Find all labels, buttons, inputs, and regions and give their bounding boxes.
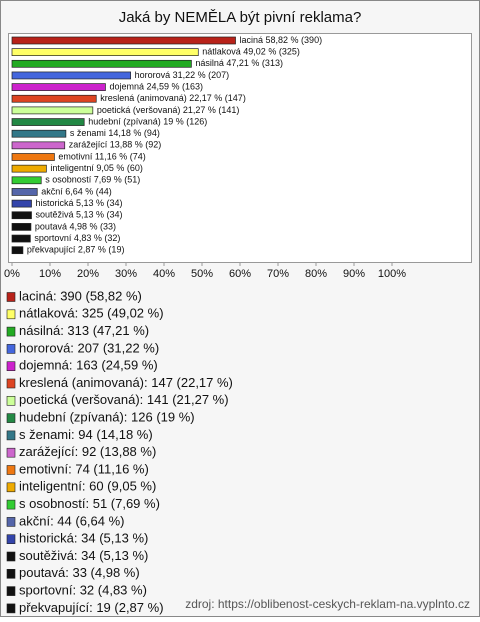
legend-label: laciná: 390 (58,82 %) <box>19 288 142 303</box>
x-tick-label: 10% <box>39 268 61 280</box>
legend-swatch <box>6 292 16 302</box>
legend-label: nátlaková: 325 (49,02 %) <box>19 306 164 321</box>
bar <box>11 176 42 185</box>
legend-label: zarážející: 92 (13,88 %) <box>19 444 156 459</box>
x-tick-label: 70% <box>267 268 289 280</box>
legend-label: kreslená (animovaná): 147 (22,17 %) <box>19 375 233 390</box>
x-tick-label: 100% <box>378 268 406 280</box>
x-tick-label: 50% <box>191 268 213 280</box>
legend-label: sportovní: 32 (4,83 %) <box>19 583 147 598</box>
x-tick-label: 30% <box>115 268 137 280</box>
value-label: s osobností 7,69 % (51) <box>45 175 140 185</box>
legend-swatch <box>6 568 16 579</box>
legend-label: dojemná: 163 (24,59 %) <box>19 358 158 373</box>
legend-swatch <box>6 517 16 527</box>
bar <box>11 246 24 255</box>
bar <box>11 106 94 115</box>
legend-swatch <box>6 413 16 423</box>
legend-label: násilná: 313 (47,21 %) <box>19 323 149 338</box>
value-label: nátlaková 49,02 % (325) <box>202 47 300 57</box>
chart-title: Jaká by NEMĚLA být pivní reklama? <box>119 9 362 26</box>
bar <box>11 36 236 45</box>
legend-swatch <box>6 430 16 441</box>
bar <box>11 211 32 220</box>
bar <box>11 188 38 196</box>
legend-label: poutavá: 33 (4,98 %) <box>19 565 140 580</box>
bar <box>11 129 67 138</box>
legend-label: hudební (zpívaná): 126 (19 %) <box>19 410 195 425</box>
x-tick-label: 60% <box>229 268 251 280</box>
value-label: inteligentní 9,05 % (60) <box>50 163 143 173</box>
value-label: sportovní 4,83 % (32) <box>34 233 120 243</box>
legend-swatch <box>6 534 16 545</box>
value-label: poutavá 4,98 % (33) <box>35 221 116 231</box>
value-label: laciná 58,82 % (390) <box>240 35 323 45</box>
legend-label: akční: 44 (6,64 %) <box>19 513 125 528</box>
value-label: poetická (veršovaná) 21,27 % (141) <box>97 105 240 115</box>
bar <box>11 153 55 161</box>
value-label: soutěživá 5,13 % (34) <box>35 210 122 220</box>
bar <box>11 94 97 103</box>
legend-swatch <box>6 344 16 354</box>
value-label: s ženami 14,18 % (94) <box>70 128 160 138</box>
legend-label: poetická (veršovaná): 141 (21,27 %) <box>19 392 229 407</box>
bar <box>11 118 85 126</box>
bar <box>11 234 31 243</box>
x-tick-label: 80% <box>305 268 327 280</box>
value-label: překvapující 2,87 % (19) <box>27 245 125 255</box>
bar <box>11 48 199 57</box>
x-tick-label: 20% <box>77 268 99 280</box>
bar <box>11 199 32 208</box>
value-label: hororová 31,22 % (207) <box>135 70 230 80</box>
x-tick-label: 40% <box>153 268 175 280</box>
legend-swatch <box>6 395 16 406</box>
value-label: zarážející 13,88 % (92) <box>69 140 162 150</box>
bar <box>11 141 66 150</box>
legend-label: emotivní: 74 (11,16 %) <box>19 461 149 476</box>
legend-swatch <box>6 482 16 493</box>
legend-swatch <box>6 447 16 458</box>
x-tick-label: 90% <box>343 268 365 280</box>
value-label: akční 6,64 % (44) <box>41 186 112 196</box>
bar <box>11 223 32 231</box>
legend-label: historická: 34 (5,13 %) <box>19 531 148 546</box>
value-label: kreslená (animovaná) 22,17 % (147) <box>100 93 246 103</box>
legend-swatch <box>6 309 16 320</box>
legend-label: překvapující: 19 (2,87 %) <box>19 600 164 615</box>
source: zdroj: https://oblibenost-ceskych-reklam… <box>185 597 470 611</box>
legend-label: s ženami: 94 (14,18 %) <box>19 427 153 442</box>
value-label: násilná 47,21 % (313) <box>195 58 283 68</box>
value-label: dojemná 24,59 % (163) <box>109 81 203 91</box>
bar <box>11 59 192 68</box>
legend-swatch <box>6 361 16 372</box>
legend-label: hororová: 207 (31,22 %) <box>19 340 159 355</box>
legend-swatch <box>6 378 16 389</box>
legend-swatch <box>6 603 16 614</box>
legend-swatch <box>6 586 16 596</box>
x-tick-label: 0% <box>4 268 20 280</box>
legend-swatch <box>6 465 16 475</box>
legend-label: inteligentní: 60 (9,05 %) <box>19 479 156 494</box>
legend-label: s osobností: 51 (7,69 %) <box>19 496 160 511</box>
legend-swatch <box>6 551 16 562</box>
legend-swatch <box>6 499 16 510</box>
value-label: historická 5,13 % (34) <box>35 198 122 208</box>
legend-swatch <box>6 326 16 337</box>
bar <box>11 71 131 80</box>
legend-label: soutěživá: 34 (5,13 %) <box>19 548 148 563</box>
value-label: emotivní 11,16 % (74) <box>58 151 145 161</box>
bar <box>11 164 47 173</box>
bar <box>11 83 106 91</box>
value-label: hudební (zpívaná) 19 % (126) <box>88 116 207 126</box>
